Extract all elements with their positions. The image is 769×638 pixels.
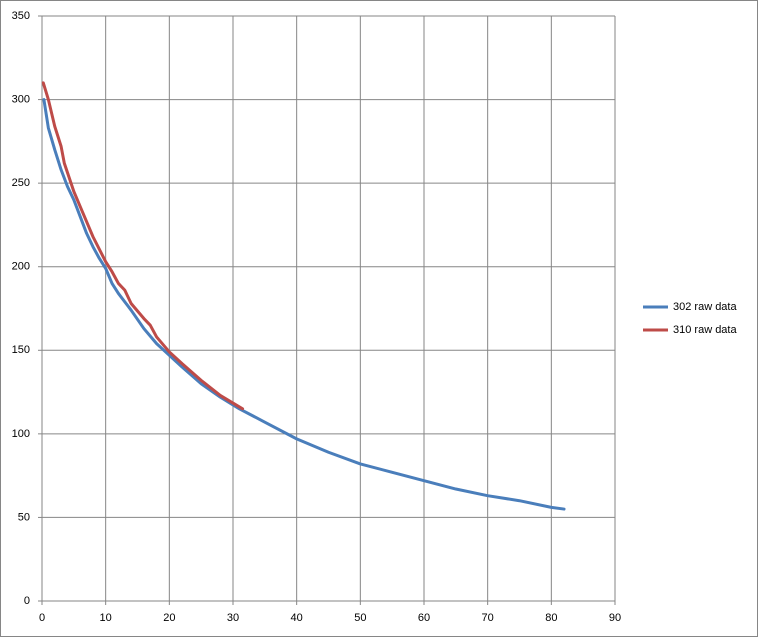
y-tick-label: 150 [12, 344, 30, 356]
x-tick-label: 90 [609, 612, 621, 624]
y-tick-label: 0 [24, 595, 30, 607]
x-tick-label: 30 [227, 612, 239, 624]
x-tick-label: 70 [482, 612, 494, 624]
x-tick-label: 50 [354, 612, 366, 624]
x-tick-label: 20 [163, 612, 175, 624]
x-tick-label: 10 [100, 612, 112, 624]
series-line [41, 81, 245, 411]
y-tick-label: 350 [12, 10, 30, 22]
x-tick-label: 80 [545, 612, 557, 624]
y-tick-label: 50 [18, 511, 30, 523]
x-tick-label: 0 [39, 612, 45, 624]
x-tick-label: 60 [418, 612, 430, 624]
legend-label: 310 raw data [673, 324, 737, 336]
x-tick-label: 40 [291, 612, 303, 624]
series-line [42, 98, 566, 511]
y-tick-label: 100 [12, 428, 30, 440]
y-tick-label: 200 [12, 261, 30, 273]
y-tick-label: 250 [12, 177, 30, 189]
legend-label: 302 raw data [673, 301, 737, 313]
y-tick-label: 300 [12, 93, 30, 105]
